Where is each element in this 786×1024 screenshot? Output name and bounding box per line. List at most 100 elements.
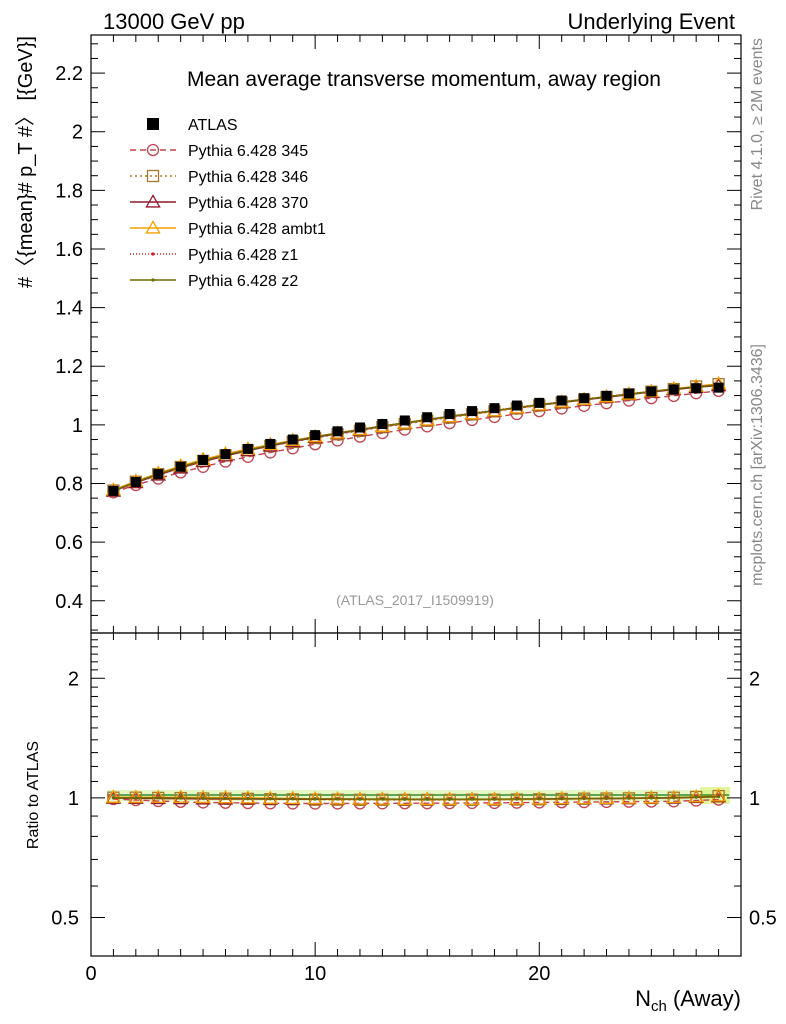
legend-label: ATLAS: [188, 117, 238, 134]
x-tick-label: 0: [85, 963, 96, 985]
legend-entry: ATLAS: [147, 117, 238, 134]
y-tick-label: 2: [72, 122, 83, 144]
reference-point: [713, 382, 724, 393]
ratio-point: [195, 789, 211, 804]
reference-point: [287, 434, 298, 445]
reference-point: [556, 395, 567, 406]
legend-label: Pythia 6.428 370: [188, 195, 308, 212]
ratio-point: [672, 796, 676, 800]
x-axis-label: Nch (Away): [635, 986, 741, 1015]
header-right: Underlying Event: [567, 9, 735, 34]
reference-point: [579, 393, 590, 404]
legend-marker: [146, 143, 160, 157]
legend-marker: [151, 252, 155, 256]
reference-point: [646, 386, 657, 397]
reference-point: [310, 430, 321, 441]
ratio-y-axis-label: Ratio to ATLAS: [25, 741, 42, 849]
legend-label: Pythia 6.428 z1: [188, 247, 298, 264]
ratio-point: [560, 797, 564, 801]
ratio-point: [643, 789, 660, 804]
y-axis-label: #〈{mean}# p_T #〉 [{GeV}]: [15, 36, 37, 288]
reference-point: [130, 477, 141, 488]
reference-point: [422, 412, 433, 423]
ratio-point: [313, 797, 317, 801]
main-series-layer: [105, 375, 727, 499]
x-axis-tick-labels: 0 10 20: [85, 963, 550, 985]
reference-point: [108, 485, 119, 496]
ratio-line: [113, 798, 719, 805]
ratio-point: [172, 789, 189, 803]
legend-label: Pythia 6.428 346: [188, 169, 308, 186]
ratio-point: [621, 790, 637, 804]
ratio-point: [380, 797, 384, 801]
ratio-point: [223, 796, 228, 801]
reference-point: [623, 388, 634, 399]
reference-point: [399, 415, 410, 426]
legend-marker: [145, 220, 161, 234]
legend-entry: Pythia 6.428 z2: [130, 273, 298, 290]
side-label-mcplots: mcplots.cern.ch [arXiv:1306.3436]: [749, 344, 766, 586]
legend-entry: Pythia 6.428 345: [130, 143, 308, 160]
series-0: [107, 384, 725, 499]
reference-point: [601, 390, 612, 401]
reference-point: [220, 449, 231, 460]
ratio-point: [307, 790, 323, 805]
ratio-point: [111, 796, 116, 800]
reference-point: [175, 461, 186, 472]
main-panel: 0.4 0.6 0.8 1 1.2 1.4 1.6 1.8 2 2.2 Mean average …: [55, 34, 742, 634]
ratio-tick-label: 1: [68, 788, 79, 810]
x-axis-label-rest: (Away): [667, 986, 741, 1011]
ratio-point: [262, 790, 279, 804]
reference-point: [467, 406, 478, 417]
x-axis-label-n: N: [635, 986, 651, 1011]
y-tick-label: 2.2: [55, 63, 83, 85]
ratio-point: [470, 797, 474, 801]
legend-entry: Pythia 6.428 ambt1: [130, 220, 326, 238]
reference-point: [691, 383, 702, 394]
ratio-point: [515, 797, 519, 801]
ratio-point: [492, 797, 497, 801]
ratio-point: [268, 797, 272, 801]
reference-point: [354, 422, 365, 433]
ratio-tick-label-right: 2: [749, 668, 760, 690]
legend-entry: Pythia 6.428 z1: [130, 247, 298, 264]
y-tick-label: 1.8: [55, 180, 83, 202]
ratio-point: [666, 789, 682, 804]
ratio-point: [604, 796, 609, 800]
ratio-series-5: [111, 794, 721, 801]
ratio-point: [335, 797, 340, 801]
legend-marker: [145, 194, 161, 208]
y-tick-label: 1.4: [55, 298, 83, 320]
ratio-point: [403, 797, 407, 801]
reference-point: [242, 443, 253, 454]
ratio-tick-label-right: 1: [749, 788, 760, 810]
ratio-point: [134, 796, 138, 800]
y-tick-label: 1.6: [55, 239, 83, 261]
x-axis-label-sub: ch: [651, 998, 667, 1015]
reference-point: [489, 403, 500, 414]
ratio-tick-label-right: 0.5: [749, 907, 777, 929]
ratio-point: [291, 797, 295, 801]
ratio-point: [358, 797, 362, 801]
legend-label: Pythia 6.428 ambt1: [188, 221, 326, 238]
ratio-series-layer: [105, 787, 727, 810]
reference-point: [377, 418, 388, 429]
ratio-point: [201, 796, 205, 800]
legend-marker: [146, 169, 160, 183]
ratio-point: [716, 794, 721, 799]
ratio-axis-ticks: 0.5 0.5 1 1 2 2: [51, 632, 777, 957]
legend-entry: Pythia 6.428 346: [130, 169, 308, 186]
y-tick-label: 0.6: [55, 532, 83, 554]
ratio-point: [694, 795, 698, 799]
legend-marker: [151, 278, 155, 282]
x-tick-label: 20: [528, 963, 550, 985]
legend-label: Pythia 6.428 z2: [188, 273, 298, 290]
header-left: 13000 GeV pp: [103, 9, 245, 34]
ratio-point: [688, 788, 704, 803]
series-line: [113, 390, 719, 493]
series-line: [113, 384, 719, 492]
reference-point: [444, 409, 455, 420]
ratio-point: [105, 789, 122, 803]
ratio-point: [649, 796, 653, 800]
